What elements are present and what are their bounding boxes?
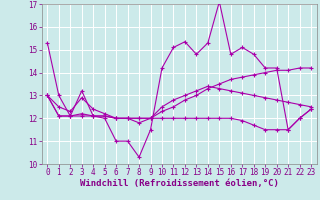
X-axis label: Windchill (Refroidissement éolien,°C): Windchill (Refroidissement éolien,°C) bbox=[80, 179, 279, 188]
